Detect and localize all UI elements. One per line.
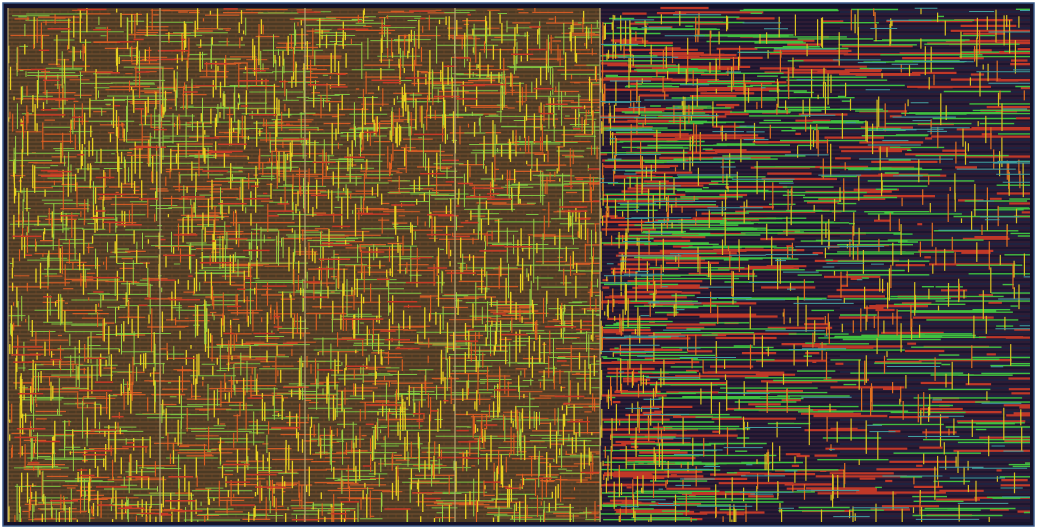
chip-layout [0,0,1037,529]
page: (() => { const data = JSON.parse(documen… [0,0,1037,529]
